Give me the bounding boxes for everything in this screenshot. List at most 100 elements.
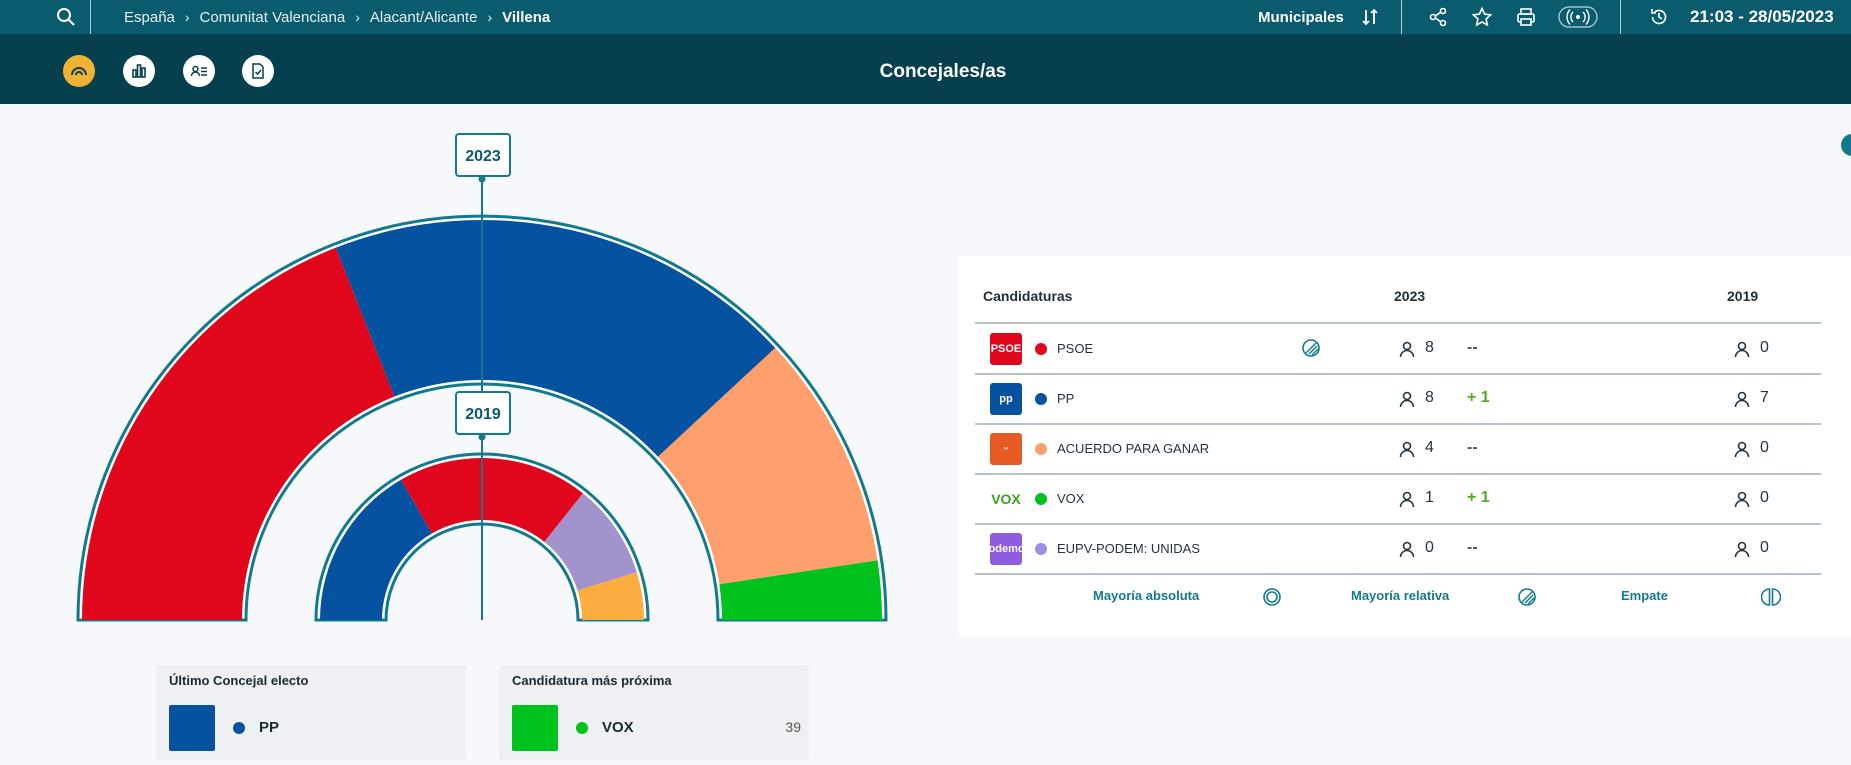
pointer-dot: [478, 433, 486, 441]
person-icon: [1398, 540, 1416, 558]
party-logo-text: VOX: [991, 491, 1021, 507]
column-header-2023: 2023: [1394, 288, 1426, 304]
table-row: PSOE PSOE 8 -- 0: [975, 324, 1821, 374]
chevron-right-icon: ›: [184, 9, 190, 25]
top-bar: España › Comunitat Valenciana › Alacant/…: [0, 0, 1851, 34]
side-panel-toggle[interactable]: [1841, 134, 1851, 156]
seat-slice[interactable]: [719, 560, 882, 620]
page-title: Concejales/as: [879, 61, 1007, 82]
hemicycle-ring-2019: [314, 452, 650, 622]
party-color-dot: [1035, 443, 1047, 455]
last-elected-card: Último Concejal electo PP: [156, 665, 466, 760]
view-ballot-button[interactable]: [242, 55, 274, 87]
card-title: Candidatura más próxima: [512, 673, 672, 688]
seats-2019: 0: [1760, 439, 1769, 456]
divider: [1620, 0, 1621, 34]
votes-needed: 39: [785, 719, 801, 735]
seat-slice[interactable]: [335, 219, 776, 457]
chevron-right-icon: ›: [355, 9, 360, 25]
legend-relative-majority: Mayoría relativa: [1351, 588, 1450, 603]
seat-slice[interactable]: [577, 572, 644, 620]
seats-2019: 0: [1760, 539, 1769, 556]
party-name: VOX: [602, 719, 634, 736]
divider: [975, 523, 1821, 525]
search-icon[interactable]: [55, 6, 77, 28]
divider: [975, 373, 1821, 375]
seats-2019: 0: [1760, 489, 1769, 506]
print-icon[interactable]: [1515, 6, 1537, 28]
seats-2019: 0: [1760, 339, 1769, 356]
party-name: EUPV-PODEM: UNIDAS: [1057, 541, 1201, 556]
star-icon[interactable]: [1471, 6, 1493, 28]
table-row: pp PP 8 + 1 7: [975, 374, 1821, 424]
hemicycle-chart: 2023 2019: [76, 133, 888, 622]
candidate-list-icon: [190, 65, 207, 77]
closest-candidate-card: Candidatura más próxima VOX 39: [499, 665, 809, 760]
divider: [975, 322, 1821, 324]
last-update-time: 21:03 - 28/05/2023: [1690, 7, 1834, 26]
breadcrumb: España › Comunitat Valenciana › Alacant/…: [124, 0, 550, 34]
seat-slice[interactable]: [544, 493, 637, 591]
sort-arrows-icon[interactable]: [1359, 6, 1381, 28]
year-label-box: [455, 391, 511, 435]
breadcrumb-item-province[interactable]: Alacant/Alicante: [369, 8, 478, 26]
bar-chart-icon: [132, 64, 146, 78]
seat-slice[interactable]: [82, 247, 395, 620]
column-header-2019: 2019: [1727, 288, 1759, 304]
party-name: PSOE: [1057, 341, 1094, 356]
seats-2023: 8: [1425, 389, 1434, 406]
divider: [1401, 0, 1402, 34]
party-logo: Podemos: [981, 533, 1031, 565]
party-color-dot: [1035, 343, 1047, 355]
seats-2023: 1: [1425, 489, 1434, 506]
party-color-dot: [233, 722, 245, 734]
person-icon: [1398, 390, 1416, 408]
party-name: VOX: [1057, 491, 1085, 506]
year-label-2019: 2019: [465, 406, 501, 423]
party-logo-text: Podemos: [981, 543, 1031, 555]
seats-2023: 4: [1425, 439, 1434, 456]
election-type-selector[interactable]: Municipales: [1258, 0, 1344, 34]
hemicycle-ring-2023: [76, 214, 888, 622]
party-logo-text: ᵕ: [1003, 443, 1009, 455]
breadcrumb-item-espana[interactable]: España: [124, 8, 175, 26]
share-icon[interactable]: [1427, 6, 1449, 28]
person-icon: [1398, 340, 1416, 358]
person-icon: [1733, 390, 1751, 408]
party-logo-text: PSOE: [990, 343, 1022, 355]
party-logo: ᵕ: [990, 433, 1022, 465]
person-icon: [1733, 440, 1751, 458]
refresh-clock-icon[interactable]: [1648, 6, 1670, 28]
party-color-dot: [576, 722, 588, 734]
chevron-right-icon: ›: [487, 9, 493, 25]
year-label-box: [455, 133, 511, 177]
view-hemicycle-button[interactable]: [63, 55, 95, 87]
pointer-dot: [478, 175, 486, 183]
seats-2023: 8: [1425, 339, 1434, 356]
party-color-swatch: [512, 705, 558, 751]
party-logo: VOX: [990, 483, 1022, 515]
legend-tie: Empate: [1621, 588, 1668, 603]
seats-2023: 0: [1425, 539, 1434, 556]
seat-difference: --: [1467, 339, 1478, 356]
view-candidates-button[interactable]: [183, 55, 215, 87]
breadcrumb-item-comunitat[interactable]: Comunitat Valenciana: [199, 8, 346, 26]
live-broadcast-icon[interactable]: [1558, 6, 1598, 28]
relative-majority-icon: [1302, 339, 1320, 357]
view-bars-button[interactable]: [123, 55, 155, 87]
card-title: Último Concejal electo: [169, 673, 309, 688]
results-table: Candidaturas 2023 2019 PSOE PSOE 8 -- 0 pp PP 8…: [959, 256, 1851, 636]
divider: [975, 423, 1821, 425]
election-type-label: Municipales: [1258, 8, 1344, 26]
seat-difference: --: [1467, 539, 1478, 556]
person-icon: [1398, 440, 1416, 458]
seat-slice[interactable]: [657, 347, 878, 585]
ballot-icon: [252, 63, 264, 79]
party-color-swatch: [169, 705, 215, 751]
party-logo: pp: [990, 383, 1022, 415]
seat-slice[interactable]: [320, 479, 432, 620]
person-icon: [1733, 540, 1751, 558]
seat-slice[interactable]: [401, 457, 584, 542]
person-icon: [1733, 340, 1751, 358]
column-header-party: Candidaturas: [983, 288, 1073, 304]
